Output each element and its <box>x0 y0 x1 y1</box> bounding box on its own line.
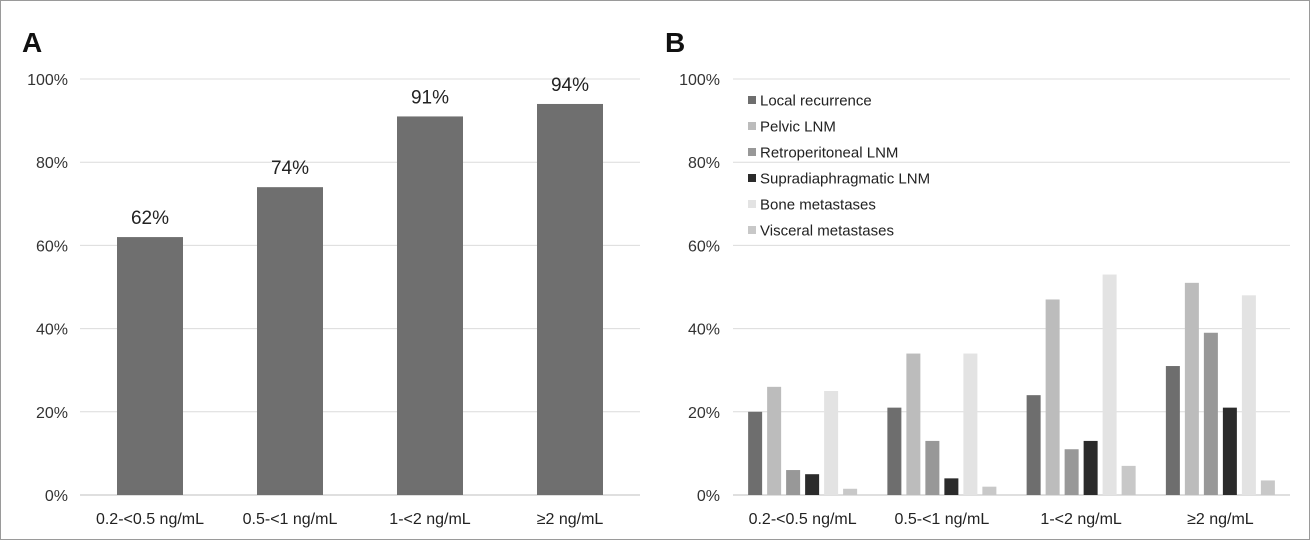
panel-b-bar-supradiaphragmatic-lnm <box>805 474 820 495</box>
panel-b-bar-retroperitoneal-lnm <box>925 440 940 495</box>
legend-label-pelvic-lnm: Pelvic LNM <box>760 119 836 136</box>
panel-a-y-tick-label: 20% <box>36 405 68 422</box>
panel-a-y-tick-label: 0% <box>45 488 68 505</box>
panel-a-y-tick-label: 80% <box>36 155 68 172</box>
panel-b-letter: B <box>665 27 685 58</box>
panel-b-bar-pelvic-lnm <box>767 386 782 495</box>
legend-swatch-visceral-metastases <box>748 226 756 234</box>
panel-b-bar-supradiaphragmatic-lnm <box>1222 407 1237 495</box>
legend-swatch-pelvic-lnm <box>748 122 756 130</box>
panel-b-bar-local-recurrence <box>887 407 902 495</box>
legend-swatch-bone-metastases <box>748 200 756 208</box>
panel-b-bar-bone-metastases <box>824 391 839 495</box>
panel-b-x-tick-label: 0.2-<0.5 ng/mL <box>749 511 857 528</box>
panel-a-y-tick-label: 60% <box>36 238 68 255</box>
panel-a-chart: 0% 20% 40% 60% 80% 100% 0.2-<0.5 ng/mL 0.5-<1 n… <box>27 72 640 528</box>
panel-a-data-label: 74% <box>271 158 309 179</box>
legend-label-visceral-metastases: Visceral metastases <box>760 223 894 240</box>
panel-b-bar-local-recurrence <box>1165 366 1180 495</box>
panel-a-y-tick-label: 40% <box>36 322 68 339</box>
panel-b-y-tick-label: 40% <box>688 322 720 339</box>
panel-b-bar-supradiaphragmatic-lnm <box>944 478 959 495</box>
panel-b-bar-retroperitoneal-lnm <box>786 470 801 495</box>
legend-swatch-supradiaphragmatic-lnm <box>748 174 756 182</box>
panel-a-x-tick-label: ≥2 ng/mL <box>537 511 604 528</box>
panel-a-x-tick-label: 0.5-<1 ng/mL <box>243 511 338 528</box>
panel-b-x-tick-label: ≥2 ng/mL <box>1187 511 1254 528</box>
panel-b-bar-visceral-metastases <box>1121 465 1136 495</box>
panel-a-data-label: 62% <box>131 208 169 229</box>
legend-swatch-local-recurrence <box>748 96 756 104</box>
panel-b-bar-retroperitoneal-lnm <box>1064 449 1079 495</box>
panel-a-bar-2 <box>257 187 323 495</box>
legend-label-bone-metastases: Bone metastases <box>760 197 876 214</box>
panel-b-x-tick-label: 1-<2 ng/mL <box>1040 511 1121 528</box>
panel-b-chart: 0% 20% 40% 60% 80% 100% 0.2-<0.5 ng/mL 0.5-<1 n… <box>679 72 1290 528</box>
legend-swatch-retroperitoneal-lnm <box>748 148 756 156</box>
panel-b-bar-pelvic-lnm <box>1184 282 1199 495</box>
legend-label-local-recurrence: Local recurrence <box>760 93 872 110</box>
panel-b-bar-pelvic-lnm <box>1045 299 1060 495</box>
panel-a-data-label: 91% <box>411 87 449 108</box>
panel-a-bar-1 <box>117 237 183 495</box>
panel-a-data-label: 94% <box>551 75 589 96</box>
panel-b-bar-bone-metastases <box>1241 295 1256 495</box>
panel-a-letter: A <box>22 27 42 58</box>
panel-b-y-tick-label: 60% <box>688 238 720 255</box>
panel-b-bar-visceral-metastases <box>1260 480 1275 495</box>
panel-b-y-tick-label: 80% <box>688 155 720 172</box>
panel-a-bar-4 <box>537 103 603 496</box>
legend-label-retroperitoneal-lnm: Retroperitoneal LNM <box>760 145 898 162</box>
panel-b-x-tick-label: 0.5-<1 ng/mL <box>895 511 990 528</box>
panel-b-y-tick-label: 100% <box>679 72 720 89</box>
panel-a-y-tick-label: 100% <box>27 72 68 89</box>
panel-b-bar-local-recurrence <box>748 411 763 495</box>
panel-b-bar-visceral-metastases <box>843 488 858 495</box>
panel-b-bar-visceral-metastases <box>982 486 997 495</box>
panel-b-bar-local-recurrence <box>1026 395 1041 495</box>
panel-a-x-tick-label: 0.2-<0.5 ng/mL <box>96 511 204 528</box>
panel-b-bar-retroperitoneal-lnm <box>1203 332 1218 495</box>
panel-a-x-tick-label: 1-<2 ng/mL <box>389 511 470 528</box>
panel-b-bar-bone-metastases <box>963 353 978 495</box>
legend-label-supradiaphragmatic-lnm: Supradiaphragmatic LNM <box>760 171 930 188</box>
panel-b-bar-pelvic-lnm <box>906 353 921 495</box>
panel-a-bar-3 <box>397 116 463 495</box>
panel-b-y-tick-label: 20% <box>688 405 720 422</box>
panel-b-y-tick-label: 0% <box>697 488 720 505</box>
panel-b-bar-bone-metastases <box>1102 274 1117 495</box>
panel-b-bar-supradiaphragmatic-lnm <box>1083 440 1098 495</box>
